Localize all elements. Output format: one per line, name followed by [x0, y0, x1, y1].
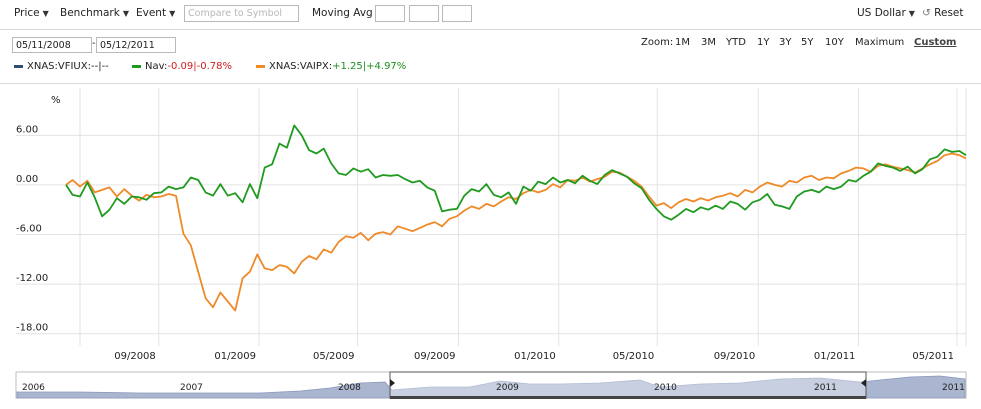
navigator-selection[interactable]: [389, 371, 867, 399]
legend-divider: [0, 83, 981, 84]
x-tick-label: 05/2009: [313, 351, 355, 362]
legend-swatch-vaipx: [256, 64, 265, 68]
x-tick-label: 09/2010: [714, 351, 756, 362]
legend-item-nav[interactable]: Nav:-0.09|-0.78%: [132, 61, 232, 72]
x-tick-label: 09/2009: [414, 351, 456, 362]
x-tick-label: 05/2011: [912, 351, 954, 362]
y-tick-label: -18.00: [16, 323, 48, 334]
navigator-year-label: 2011: [942, 383, 965, 393]
zoom-10y[interactable]: 10Y: [825, 37, 844, 48]
currency-dropdown[interactable]: US Dollar ▼: [857, 7, 915, 19]
zoom-1m[interactable]: 1M: [675, 37, 690, 48]
navigator-year-label: 2011: [814, 383, 837, 393]
y-axis-label: %: [51, 95, 61, 106]
price-dropdown[interactable]: Price ▼: [14, 7, 49, 19]
price-dropdown-label: Price: [14, 7, 40, 19]
legend-swatch-nav: [132, 64, 141, 68]
moving-avg-input-1[interactable]: [375, 5, 405, 22]
y-tick-label: 6.00: [16, 124, 38, 135]
x-tick-label: 01/2009: [214, 351, 256, 362]
date-range-separator: -: [92, 38, 96, 49]
x-tick-label: 05/2010: [613, 351, 655, 362]
range-navigator[interactable]: 2006 2007 2008 2009 2010 2011 2011: [0, 370, 981, 400]
legend-value-vfiux: --|--: [90, 61, 109, 72]
x-tick-label: 01/2010: [514, 351, 556, 362]
price-chart[interactable]: 6.00 0.00 -6.00 -12.00 -18.00% 09/2008 01/2009…: [0, 84, 981, 384]
chevron-down-icon: ▼: [122, 9, 129, 18]
chevron-down-icon: ▼: [908, 9, 915, 18]
series-line-nav: [65, 124, 967, 221]
navigator-scrollbar[interactable]: [390, 396, 866, 399]
chevron-down-icon: ▼: [42, 9, 49, 18]
reset-button-label: Reset: [934, 7, 964, 19]
zoom-maximum[interactable]: Maximum: [855, 37, 905, 48]
navigator-area: [16, 375, 966, 399]
legend-symbol-vaipx: XNAS:VAIPX:: [269, 61, 333, 72]
compare-symbol-input[interactable]: [184, 5, 299, 22]
zoom-5y[interactable]: 5Y: [801, 37, 814, 48]
zoom-label: Zoom:: [641, 37, 674, 48]
end-date-input[interactable]: [96, 37, 176, 53]
navigator-year-label: 2009: [496, 383, 519, 393]
event-dropdown[interactable]: Event ▼: [136, 7, 175, 19]
right-handle-icon[interactable]: [861, 379, 866, 387]
series-line-xnas-vaipx: [65, 152, 967, 312]
navigator-year-label: 2007: [180, 383, 203, 393]
y-tick-label: -6.00: [16, 224, 42, 235]
moving-avg-input-2[interactable]: [409, 5, 439, 22]
navigator-year-label: 2006: [22, 383, 45, 393]
x-tick-label: 09/2008: [114, 351, 156, 362]
legend-item-vfiux[interactable]: XNAS:VFIUX:--|--: [14, 61, 109, 72]
toolbar-divider: [0, 29, 981, 30]
moving-avg-label: Moving Avg: [312, 7, 373, 19]
y-tick-label: -12.00: [16, 273, 48, 284]
y-tick-label: 0.00: [16, 174, 38, 185]
moving-avg-text: Moving Avg: [312, 7, 373, 19]
benchmark-dropdown-label: Benchmark: [60, 7, 120, 19]
legend-swatch-vfiux: [14, 64, 23, 68]
zoom-1y[interactable]: 1Y: [757, 37, 770, 48]
reset-icon: ↺: [922, 7, 931, 19]
start-date-input[interactable]: [12, 37, 92, 53]
legend-item-vaipx[interactable]: XNAS:VAIPX:+1.25|+4.97%: [256, 61, 406, 72]
navigator-year-label: 2010: [654, 383, 677, 393]
legend-symbol-nav: Nav:: [145, 61, 168, 72]
x-tick-label: 01/2011: [814, 351, 856, 362]
zoom-ytd[interactable]: YTD: [726, 37, 746, 48]
benchmark-dropdown[interactable]: Benchmark ▼: [60, 7, 129, 19]
reset-button[interactable]: ↺ Reset: [922, 7, 964, 19]
event-dropdown-label: Event: [136, 7, 167, 19]
moving-avg-input-3[interactable]: [442, 5, 472, 22]
legend-value-vaipx: +1.25|+4.97%: [332, 61, 407, 72]
legend-symbol-vfiux: XNAS:VFIUX:: [27, 61, 91, 72]
currency-dropdown-label: US Dollar: [857, 7, 906, 19]
chevron-down-icon: ▼: [169, 9, 176, 18]
legend-value-nav: -0.09|-0.78%: [167, 61, 232, 72]
zoom-custom[interactable]: Custom: [914, 37, 957, 48]
left-handle-icon[interactable]: [390, 379, 395, 387]
zoom-3m[interactable]: 3M: [701, 37, 716, 48]
zoom-3y[interactable]: 3Y: [779, 37, 792, 48]
navigator-year-label: 2008: [338, 383, 361, 393]
